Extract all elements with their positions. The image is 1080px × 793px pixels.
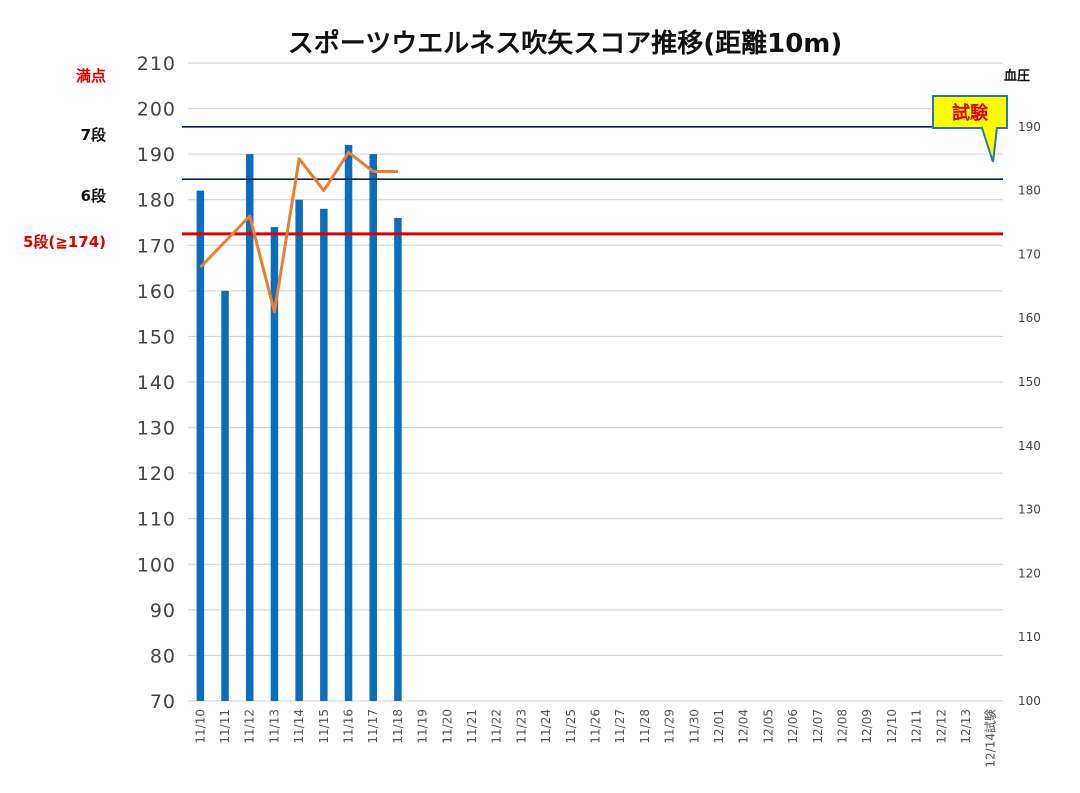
x-tick-label: 12/10 [885, 709, 899, 744]
y-axis-left: 70 80 90 100 110 120 130 140 150 160 170 180 190 200 2… [137, 53, 176, 713]
y-tick-label: 120 [137, 463, 176, 485]
y2-tick-label: 110 [1018, 630, 1041, 644]
y-tick-label: 170 [137, 235, 176, 257]
bar [344, 145, 353, 701]
x-tick-label: 11/29 [663, 709, 677, 744]
x-tick-label: 12/04 [737, 709, 751, 744]
y-tick-label: 160 [137, 281, 176, 303]
y2-axis-title: 血圧 [1004, 68, 1030, 84]
x-tick-label: 11/12 [243, 709, 257, 744]
exam-callout: 試験 [932, 95, 1008, 163]
y-tick-label: 140 [137, 372, 176, 394]
y-tick-label: 110 [137, 509, 176, 531]
x-tick-label: 11/19 [416, 709, 430, 744]
x-tick-label: 12/08 [835, 709, 849, 744]
bar [320, 208, 328, 702]
series-line [199, 150, 398, 314]
y2-tick-label: 130 [1018, 503, 1041, 517]
x-tick-label: 12/06 [786, 709, 800, 744]
x-tick-label: 12/01 [712, 709, 726, 744]
x-tick-label: 11/16 [342, 709, 356, 744]
x-tick-label: 12/05 [761, 709, 775, 744]
x-tick-label: 11/21 [465, 709, 479, 744]
x-tick-label: 11/15 [317, 709, 331, 744]
bar [245, 154, 254, 702]
y2-tick-label: 140 [1018, 439, 1041, 453]
x-tick-label: 12/12 [934, 709, 948, 744]
line-series [199, 150, 398, 314]
y-tick-label: 80 [150, 645, 176, 667]
y2-tick-label: 160 [1018, 311, 1041, 325]
y2-tick-label: 120 [1018, 566, 1041, 580]
y-axis-right: 100 110 120 130 140 150 160 170 180 190 [1018, 120, 1041, 708]
x-tick-label: 11/23 [514, 709, 528, 744]
y-tick-label: 70 [150, 691, 176, 713]
gridlines [188, 62, 1003, 702]
x-tick-label: 11/10 [193, 709, 207, 744]
y2-tick-label: 170 [1018, 247, 1041, 261]
reference-lines [182, 126, 1003, 236]
y2-tick-label: 100 [1018, 694, 1041, 708]
x-tick-label: 11/25 [564, 709, 578, 744]
y-tick-label: 200 [137, 99, 176, 121]
reference-label: 7段 [81, 126, 106, 144]
x-tick-label: 11/22 [490, 709, 504, 744]
reference-label: 満点 [76, 67, 106, 85]
y-tick-label: 90 [150, 600, 176, 622]
x-tick-label: 11/18 [391, 709, 405, 744]
bar [369, 154, 377, 702]
x-tick-label: 11/24 [539, 709, 553, 744]
x-tick-label: 12/07 [811, 709, 825, 744]
bar [394, 217, 402, 701]
bar-series [196, 145, 402, 702]
x-tick-label: 12/14試験 [983, 709, 998, 768]
x-tick-label: 11/11 [218, 709, 232, 744]
x-axis: 11/10 11/11 11/12 11/13 11/14 11/15 11/16 11/17… [193, 709, 997, 768]
x-tick-label: 11/26 [589, 709, 603, 744]
x-tick-label: 12/09 [860, 709, 874, 744]
callout-label: 試験 [952, 102, 989, 124]
bar [295, 199, 303, 701]
x-tick-label: 11/13 [267, 709, 281, 744]
y2-tick-label: 180 [1018, 184, 1041, 198]
bar [270, 227, 279, 702]
x-tick-label: 12/11 [910, 709, 924, 744]
x-tick-label: 12/13 [959, 709, 973, 744]
y-tick-label: 210 [137, 53, 176, 75]
y2-tick-label: 150 [1018, 375, 1041, 389]
x-tick-label: 11/14 [292, 709, 306, 744]
chart-title: スポーツウエルネス吹矢スコア推移(距離10m) [288, 28, 843, 59]
bar [196, 190, 205, 701]
y-tick-label: 190 [137, 144, 176, 166]
x-tick-label: 11/30 [687, 709, 701, 744]
reference-label: 6段 [81, 187, 106, 205]
reference-label: 5段(≧174) [23, 233, 106, 251]
y-tick-label: 130 [137, 418, 176, 440]
x-tick-label: 11/17 [366, 709, 380, 744]
y-tick-label: 100 [137, 554, 176, 576]
x-tick-label: 11/27 [613, 709, 627, 744]
reference-labels: 満点 7段 6段 5段(≧174) [23, 67, 106, 251]
x-tick-label: 11/28 [638, 709, 652, 744]
callout-bubble [932, 95, 1008, 163]
y-tick-label: 180 [137, 190, 176, 212]
bar [221, 290, 229, 701]
x-tick-label: 11/20 [440, 709, 454, 744]
y-tick-label: 150 [137, 326, 176, 348]
y2-tick-label: 190 [1018, 120, 1041, 134]
